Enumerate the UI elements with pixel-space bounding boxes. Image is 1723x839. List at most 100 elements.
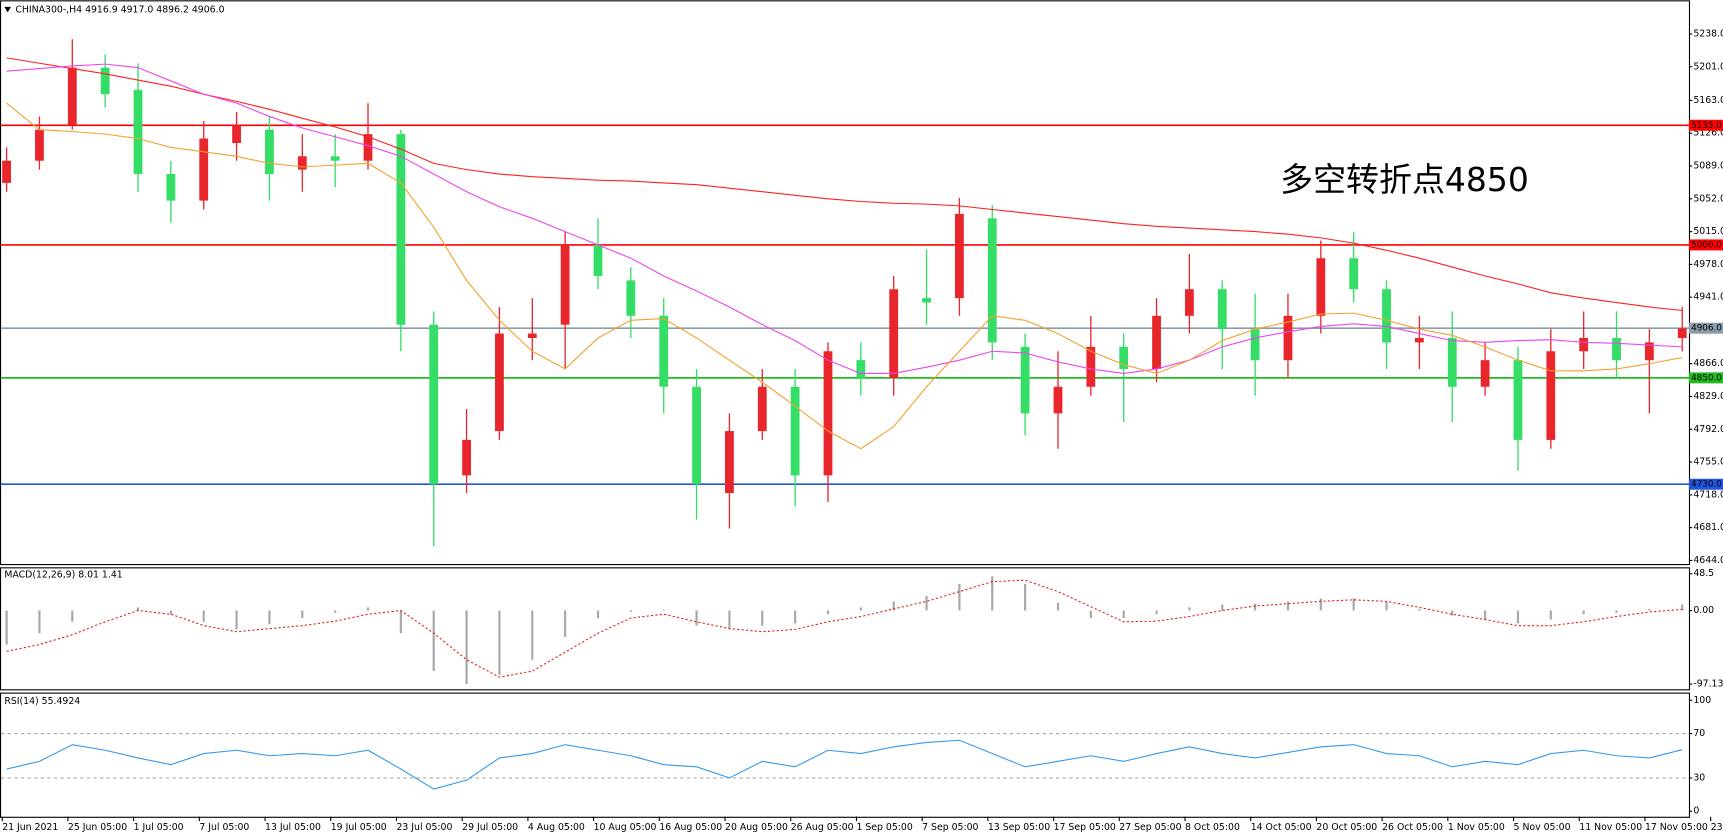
candle-body [1382,289,1391,343]
level-tag [1688,372,1723,384]
candle-body [1185,289,1194,316]
y-tick-label: 48.5 [1693,568,1714,579]
x-tick-label: 17 Sep 05:00 [1054,822,1116,833]
x-tick-label: 4 Aug 05:00 [528,822,585,833]
x-tick-label: 17 Nov 05:00 [1645,822,1708,833]
y-tick-label: 4941.0 [1693,292,1723,303]
level-label: 4730.0 [1691,480,1722,490]
y-tick-label: 5015.0 [1693,226,1723,237]
candle-body [725,431,734,494]
x-tick-label: 5 Nov 05:00 [1514,822,1571,833]
x-tick-label: 8 Oct 05:00 [1185,822,1240,833]
panel-frame [0,692,1691,818]
candle-body [1414,337,1424,343]
candle-body [626,280,636,316]
candle-body [396,134,406,325]
level-label: 4850.0 [1691,373,1722,383]
macd-signal [6,579,1683,678]
x-tick-label: 7 Sep 05:00 [922,822,978,833]
x-tick-label: 23 Nov 05:00 [1711,822,1723,833]
rsi-label: RSI(14) 55.4924 [4,696,80,707]
candle-body [462,439,471,476]
y-tick-label: 0 [1693,806,1699,817]
y-tick-label: 4829.0 [1693,391,1723,402]
x-tick-label: 14 Oct 05:00 [1251,822,1312,833]
x-tick-label: 23 Jul 05:00 [396,822,452,833]
candle-body [560,244,570,325]
y-tick-label: 4866.0 [1693,358,1723,369]
candle-body [1053,386,1063,414]
candle-body [199,138,209,201]
x-tick-label: 1 Nov 05:00 [1448,822,1505,833]
x-tick-label: 20 Aug 05:00 [725,822,788,833]
y-tick-label: 0.00 [1693,605,1714,616]
level-tag [1688,119,1723,131]
candle-body [922,298,931,303]
x-tick-label: 13 Sep 05:00 [988,822,1050,833]
candle-body [1086,346,1096,387]
x-tick-label: 29 Jul 05:00 [462,822,518,833]
y-tick-label: 4755.0 [1693,457,1723,468]
moving-average [6,63,1683,375]
level-label: 4906.0 [1691,324,1722,334]
y-tick-label: 5201.0 [1693,61,1723,72]
y-tick-label: -97.13 [1693,679,1723,690]
x-tick-label: 20 Oct 05:00 [1316,822,1377,833]
y-tick-label: 4978.0 [1693,259,1723,270]
candle-body [2,160,11,183]
candle-body [593,244,603,276]
y-tick-label: 100 [1693,695,1711,706]
y-tick-label: 4718.0 [1693,489,1723,500]
candle-body [1546,351,1556,440]
y-tick-label: 70 [1693,728,1705,739]
y-tick-label: 4644.0 [1693,555,1723,566]
candle-body [1217,289,1227,330]
level-tag [1688,322,1723,334]
candle-body [297,156,307,170]
y-tick-label: 4681.0 [1693,522,1723,533]
level-tag [1688,478,1723,490]
candle-body [1250,329,1260,361]
candle-body [1447,337,1457,387]
x-tick-label: 27 Sep 05:00 [1119,822,1181,833]
candle-body [67,67,77,126]
x-tick-label: 13 Jul 05:00 [265,822,321,833]
x-tick-label: 1 Jul 05:00 [134,822,184,833]
y-tick-label: 5052.0 [1693,193,1723,204]
candle-body [133,89,143,175]
candle-body [527,333,537,338]
candle-body [692,386,701,485]
candle-body [232,125,241,143]
macd-label: MACD(12,26,9) 8.01 1.41 [4,569,122,580]
candle-body [35,129,44,161]
y-tick-label: 5238.0 [1693,28,1723,39]
x-tick-label: 10 Aug 05:00 [594,822,657,833]
candle-body [363,134,373,161]
panel-frame [0,0,1691,566]
candle-body [1513,360,1523,440]
menu-arrow[interactable] [4,6,11,13]
x-tick-label: 21 Jun 2021 [2,822,58,833]
candle-body [100,67,110,95]
candle-body [429,324,439,485]
x-tick-label: 16 Aug 05:00 [659,822,722,833]
candle-body [1283,315,1293,361]
y-tick-label: 5126.0 [1693,128,1723,139]
candle-body [330,156,340,161]
candle-body [1579,337,1589,352]
x-tick-label: 11 Nov 05:00 [1579,822,1642,833]
candle-body [1480,360,1490,387]
candle-body [265,129,274,175]
candle-body [1349,258,1359,290]
x-tick-label: 1 Sep 05:00 [856,822,912,833]
annotation: 多空转折点4850 [1280,160,1529,199]
candle-body [1020,346,1030,414]
x-tick-label: 25 Jun 05:00 [68,822,127,833]
candle-body [790,386,800,476]
candle-body [1612,337,1621,361]
moving-average [6,102,1683,450]
candle-body [856,360,866,378]
candle-body [1316,258,1326,316]
chart-title: CHINA300-,H4 4916.9 4917.0 4896.2 4906.0 [15,5,224,16]
